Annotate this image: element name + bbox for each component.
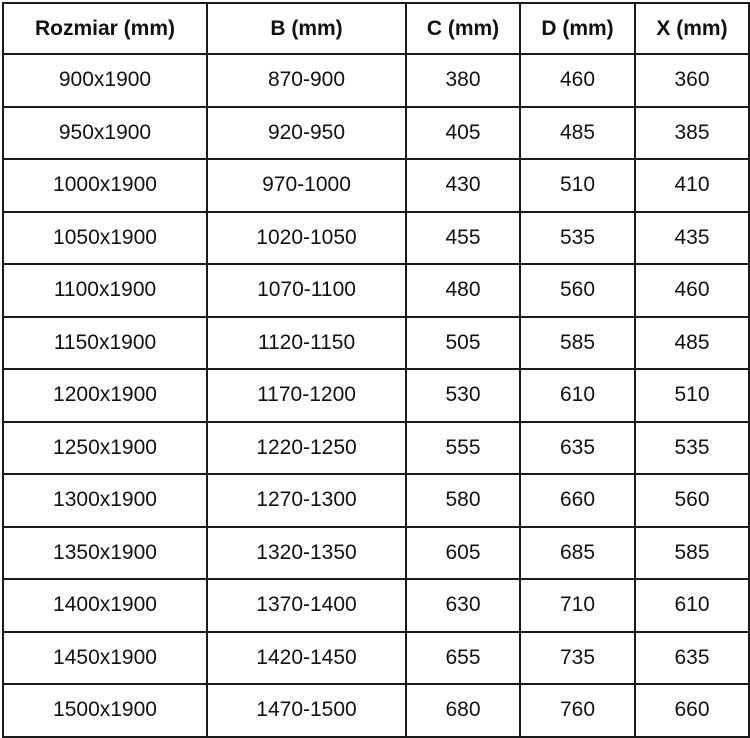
- table-cell: 555: [405, 420, 521, 475]
- table-cell: 610: [519, 368, 636, 423]
- table-cell: 585: [634, 525, 750, 580]
- table-cell: 1270-1300: [206, 473, 407, 528]
- table-cell: 1150x1900: [2, 315, 208, 370]
- table-cell: 535: [634, 420, 750, 475]
- table-cell: 485: [634, 315, 750, 370]
- column-header: X (mm): [634, 2, 750, 55]
- table-row: 1500x1900 1470-1500 680 760 660: [2, 683, 750, 738]
- table-cell: 1220-1250: [206, 420, 407, 475]
- table-cell: 385: [634, 105, 750, 160]
- table-header-row: Rozmiar (mm) B (mm) C (mm) D (mm) X (mm): [2, 2, 750, 55]
- table-cell: 635: [634, 630, 750, 685]
- table-cell: 920-950: [206, 105, 407, 160]
- table-cell: 635: [519, 420, 636, 475]
- table-cell: 760: [519, 683, 636, 738]
- table-cell: 1300x1900: [2, 473, 208, 528]
- table-cell: 585: [519, 315, 636, 370]
- table-cell: 1400x1900: [2, 578, 208, 633]
- table-row: 1450x1900 1420-1450 655 735 635: [2, 630, 750, 685]
- table-body: 900x1900 870-900 380 460 360 950x1900 920-950 4…: [2, 53, 750, 738]
- table-cell: 410: [634, 158, 750, 213]
- table-cell: 510: [519, 158, 636, 213]
- table-cell: 870-900: [206, 53, 407, 108]
- column-header: Rozmiar (mm): [2, 2, 208, 55]
- table-cell: 430: [405, 158, 521, 213]
- column-header: D (mm): [519, 2, 636, 55]
- table-row: 1250x1900 1220-1250 555 635 535: [2, 420, 750, 475]
- column-header: B (mm): [206, 2, 407, 55]
- table-cell: 1070-1100: [206, 263, 407, 318]
- table-cell: 1420-1450: [206, 630, 407, 685]
- table-cell: 530: [405, 368, 521, 423]
- table-row: 1000x1900 970-1000 430 510 410: [2, 158, 750, 213]
- table-cell: 970-1000: [206, 158, 407, 213]
- table-cell: 1370-1400: [206, 578, 407, 633]
- table-cell: 610: [634, 578, 750, 633]
- table-cell: 560: [519, 263, 636, 318]
- table-cell: 485: [519, 105, 636, 160]
- table-cell: 900x1900: [2, 53, 208, 108]
- column-header: C (mm): [405, 2, 521, 55]
- table-cell: 455: [405, 210, 521, 265]
- table-cell: 535: [519, 210, 636, 265]
- table-cell: 1000x1900: [2, 158, 208, 213]
- table-cell: 1050x1900: [2, 210, 208, 265]
- table-cell: 1120-1150: [206, 315, 407, 370]
- table-row: 1050x1900 1020-1050 455 535 435: [2, 210, 750, 265]
- table-cell: 655: [405, 630, 521, 685]
- table-cell: 480: [405, 263, 521, 318]
- table-cell: 685: [519, 525, 636, 580]
- table-cell: 1100x1900: [2, 263, 208, 318]
- table-cell: 460: [519, 53, 636, 108]
- table-cell: 1470-1500: [206, 683, 407, 738]
- table-cell: 630: [405, 578, 521, 633]
- table-row: 1200x1900 1170-1200 530 610 510: [2, 368, 750, 423]
- table-cell: 580: [405, 473, 521, 528]
- table-cell: 680: [405, 683, 521, 738]
- table-cell: 660: [519, 473, 636, 528]
- table-row: 900x1900 870-900 380 460 360: [2, 53, 750, 108]
- table-cell: 735: [519, 630, 636, 685]
- table-row: 950x1900 920-950 405 485 385: [2, 105, 750, 160]
- table-cell: 1170-1200: [206, 368, 407, 423]
- table-cell: 1200x1900: [2, 368, 208, 423]
- table-cell: 560: [634, 473, 750, 528]
- table-cell: 510: [634, 368, 750, 423]
- table-cell: 1020-1050: [206, 210, 407, 265]
- table-cell: 380: [405, 53, 521, 108]
- table-cell: 405: [405, 105, 521, 160]
- table-cell: 360: [634, 53, 750, 108]
- table-cell: 1450x1900: [2, 630, 208, 685]
- table-cell: 435: [634, 210, 750, 265]
- table-row: 1100x1900 1070-1100 480 560 460: [2, 263, 750, 318]
- table-cell: 605: [405, 525, 521, 580]
- table-row: 1150x1900 1120-1150 505 585 485: [2, 315, 750, 370]
- table-cell: 1500x1900: [2, 683, 208, 738]
- table-row: 1350x1900 1320-1350 605 685 585: [2, 525, 750, 580]
- table-cell: 505: [405, 315, 521, 370]
- table-cell: 710: [519, 578, 636, 633]
- table-cell: 1350x1900: [2, 525, 208, 580]
- table-cell: 660: [634, 683, 750, 738]
- table-row: 1400x1900 1370-1400 630 710 610: [2, 578, 750, 633]
- table-cell: 950x1900: [2, 105, 208, 160]
- table-cell: 1250x1900: [2, 420, 208, 475]
- table-cell: 1320-1350: [206, 525, 407, 580]
- table-row: 1300x1900 1270-1300 580 660 560: [2, 473, 750, 528]
- table-cell: 460: [634, 263, 750, 318]
